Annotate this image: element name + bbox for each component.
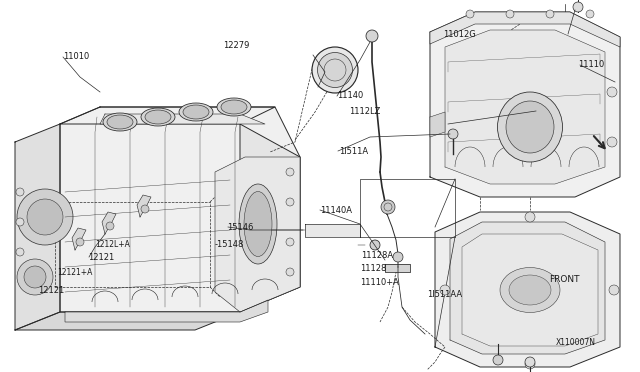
Text: 12121: 12121: [38, 286, 65, 295]
Circle shape: [525, 212, 535, 222]
Ellipse shape: [183, 105, 209, 119]
Ellipse shape: [509, 275, 551, 305]
Ellipse shape: [317, 52, 353, 87]
Circle shape: [286, 198, 294, 206]
Text: 11010: 11010: [63, 52, 89, 61]
Circle shape: [286, 168, 294, 176]
Text: 1212L+A: 1212L+A: [95, 240, 129, 248]
Circle shape: [27, 199, 63, 235]
Text: 12279: 12279: [223, 41, 249, 50]
Polygon shape: [430, 112, 445, 137]
Circle shape: [106, 222, 114, 230]
Circle shape: [24, 266, 46, 288]
Circle shape: [607, 137, 617, 147]
Circle shape: [16, 248, 24, 256]
Circle shape: [393, 252, 403, 262]
Circle shape: [573, 2, 583, 12]
Circle shape: [609, 285, 619, 295]
Circle shape: [141, 205, 149, 213]
Polygon shape: [450, 222, 605, 354]
Polygon shape: [240, 124, 300, 312]
Polygon shape: [137, 195, 151, 217]
Circle shape: [586, 10, 594, 18]
Text: 11140A: 11140A: [320, 206, 352, 215]
Text: 11110+A: 11110+A: [360, 278, 399, 287]
Text: X110007N: X110007N: [556, 338, 595, 347]
Polygon shape: [15, 312, 240, 330]
Text: 1l511AA: 1l511AA: [428, 290, 463, 299]
Circle shape: [366, 30, 378, 42]
Circle shape: [381, 200, 395, 214]
Polygon shape: [430, 12, 620, 197]
Circle shape: [17, 259, 53, 295]
Polygon shape: [385, 264, 410, 272]
Polygon shape: [462, 234, 598, 346]
Ellipse shape: [179, 103, 213, 121]
Text: -15148: -15148: [214, 240, 244, 249]
Polygon shape: [60, 107, 275, 124]
Text: 11140: 11140: [337, 92, 364, 100]
Circle shape: [525, 359, 535, 369]
Polygon shape: [215, 157, 300, 312]
Text: 15146: 15146: [227, 223, 253, 232]
Circle shape: [17, 189, 73, 245]
Ellipse shape: [506, 101, 554, 153]
Circle shape: [370, 240, 380, 250]
Text: 12121+A: 12121+A: [58, 268, 93, 277]
Circle shape: [440, 285, 450, 295]
Polygon shape: [435, 212, 620, 367]
Ellipse shape: [500, 267, 560, 312]
Circle shape: [16, 188, 24, 196]
Ellipse shape: [239, 184, 277, 264]
Circle shape: [493, 355, 503, 365]
Ellipse shape: [107, 115, 133, 129]
Ellipse shape: [141, 108, 175, 126]
Circle shape: [16, 218, 24, 226]
Ellipse shape: [312, 47, 358, 93]
Ellipse shape: [145, 110, 171, 124]
Circle shape: [546, 10, 554, 18]
Polygon shape: [65, 300, 268, 322]
Text: 11128A: 11128A: [361, 251, 393, 260]
Text: 11128: 11128: [360, 264, 386, 273]
Circle shape: [286, 268, 294, 276]
Polygon shape: [60, 107, 300, 312]
Ellipse shape: [103, 113, 137, 131]
Circle shape: [506, 10, 514, 18]
Circle shape: [525, 357, 535, 367]
Polygon shape: [305, 224, 360, 237]
Ellipse shape: [497, 92, 563, 162]
Text: 1l511A: 1l511A: [339, 147, 369, 155]
Polygon shape: [100, 114, 265, 124]
Circle shape: [76, 238, 84, 246]
Polygon shape: [445, 30, 605, 184]
Circle shape: [466, 10, 474, 18]
Text: 11012G: 11012G: [444, 30, 476, 39]
Ellipse shape: [221, 100, 247, 114]
Text: FRONT: FRONT: [549, 275, 580, 283]
Polygon shape: [102, 212, 116, 234]
Circle shape: [607, 87, 617, 97]
Text: 1112LZ: 1112LZ: [349, 107, 380, 116]
Text: 12121: 12121: [88, 253, 115, 262]
Polygon shape: [15, 124, 60, 330]
Ellipse shape: [217, 98, 251, 116]
Polygon shape: [430, 12, 620, 47]
Ellipse shape: [244, 192, 272, 257]
Text: 11110: 11110: [579, 60, 605, 69]
Polygon shape: [72, 228, 86, 250]
Circle shape: [448, 129, 458, 139]
Circle shape: [286, 238, 294, 246]
